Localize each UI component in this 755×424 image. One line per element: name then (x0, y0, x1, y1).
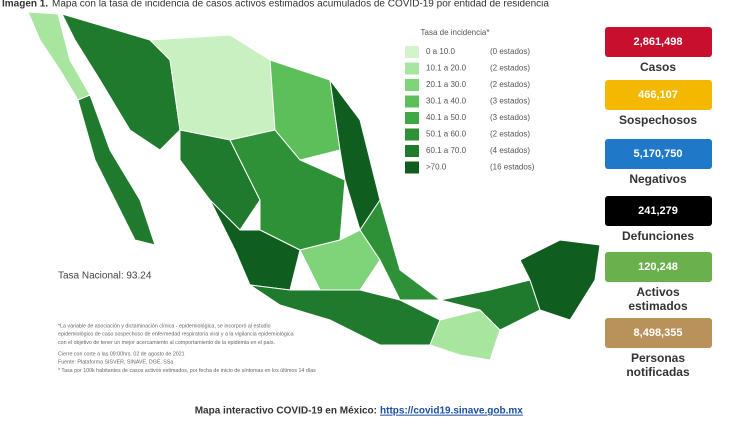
footer-text: Mapa interactivo COVID-19 en México: (195, 406, 377, 417)
stat-label: Sospechosos (618, 113, 698, 127)
note: * Tasa por 100k habitantes de casos acti… (58, 368, 316, 374)
legend-count: (0 estados) (490, 47, 530, 56)
note: *La variable de asociación y dictaminaci… (58, 323, 271, 329)
stat-value: 2,861,498 (634, 36, 683, 48)
legend-range: 0 a 10.0 (426, 47, 455, 56)
legend-count: (3 estados) (490, 97, 530, 106)
note: Cierre con corte a las 09:00hrs. 02 de a… (58, 351, 185, 357)
legend-swatch (405, 79, 419, 91)
stat-value: 5,170,750 (634, 148, 683, 160)
legend-swatch (405, 62, 419, 75)
legend-range: 40.1 a 50.0 (426, 113, 467, 122)
note: Fuente: Plataforma SISVER, SINAVE, DGE, … (58, 360, 173, 366)
stat-label: Negativos (629, 172, 687, 186)
stat-label: Casos (639, 60, 677, 74)
stat-box (605, 80, 712, 110)
stat-box (605, 196, 712, 226)
legend-range: 30.1 a 40.0 (426, 97, 467, 106)
stat-box (605, 27, 712, 57)
footer-link[interactable]: https://covid19.sinave.gob.mx (380, 406, 523, 417)
legend-swatch (405, 145, 419, 157)
stat-box (605, 318, 712, 348)
note: epidemiológico de caso sospechoso de enf… (58, 332, 294, 338)
note: con el objetivo de tener un mejor acerca… (58, 340, 275, 346)
stat-value: 8,498,355 (634, 327, 683, 339)
legend-swatch (405, 112, 419, 124)
legend-range: 60.1 a 70.0 (426, 146, 467, 155)
title: Mapa con la tasa de incidencia de casos … (52, 0, 549, 10)
legend-count: (2 estados) (490, 130, 530, 139)
legend-range: >70.0 (426, 163, 447, 172)
legend-count: (3 estados) (490, 113, 530, 122)
state (269, 59, 341, 161)
legend-swatch (405, 95, 419, 108)
national-rate: Tasa Nacional: 93.24 (58, 271, 152, 282)
legend-swatch (405, 128, 419, 141)
legend-swatch (405, 46, 419, 58)
stat-value: 120,248 (638, 261, 678, 273)
title-label: Imagen 1. (2, 0, 48, 10)
legend-range: 50.1 a 60.0 (426, 130, 467, 139)
stat-value: 241,279 (638, 205, 678, 217)
legend-count: (2 estados) (490, 80, 530, 89)
state (209, 199, 301, 291)
legend-count: (2 estados) (490, 64, 530, 73)
map-states (27, 11, 601, 361)
legend-count: (4 estados) (490, 146, 530, 155)
stat-label: Personas notificadas (626, 351, 690, 379)
legend-title: Tasa de incidencia* (421, 28, 490, 37)
stat-label: Defunciones (621, 229, 694, 243)
legend-count: (16 estados) (490, 163, 535, 172)
stat-value: 466,107 (638, 89, 678, 101)
legend-swatch (405, 161, 419, 174)
state (519, 239, 601, 321)
stat-box (605, 139, 712, 169)
stat-box (605, 252, 712, 282)
state (77, 94, 156, 246)
legend-range: 20.1 a 30.0 (426, 80, 467, 89)
stat-label: Activos estimados (628, 285, 688, 313)
legend-range: 10.1 a 20.0 (426, 64, 467, 73)
